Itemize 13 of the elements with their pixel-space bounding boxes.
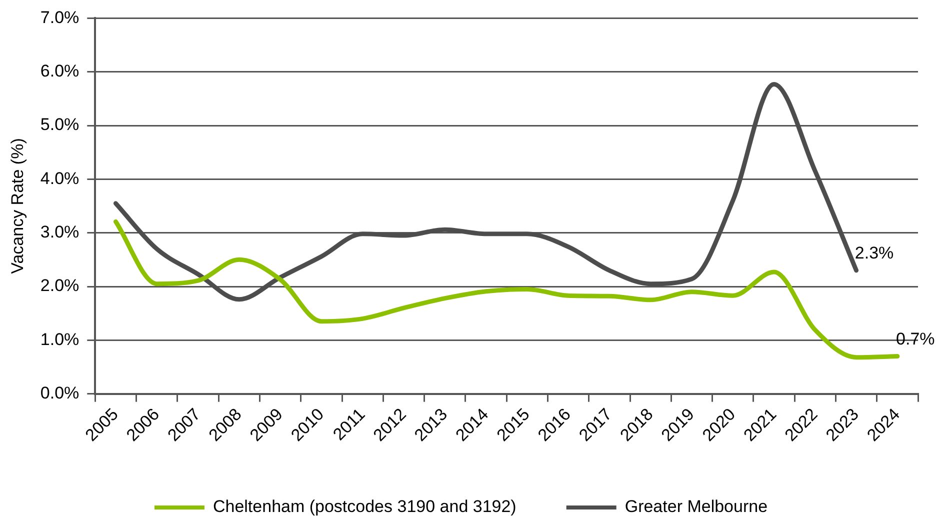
y-tick-label: 3.0% [40, 222, 80, 242]
y-tick-label: 4.0% [40, 168, 80, 188]
y-axis-title: Vacancy Rate (%) [8, 138, 27, 274]
y-tick-label: 1.0% [40, 330, 80, 349]
data-label: 0.7% [896, 329, 935, 348]
y-tick-label: 7.0% [40, 8, 80, 27]
y-tick-label: 2.0% [40, 276, 80, 296]
y-tick-label: 6.0% [40, 62, 80, 81]
legend-label: Greater Melbourne [624, 497, 768, 516]
y-tick-label: 0.0% [40, 384, 80, 403]
legend-label: Cheltenham (postcodes 3190 and 3192) [212, 497, 516, 516]
y-tick-label: 5.0% [40, 115, 80, 134]
data-label: 2.3% [854, 244, 894, 263]
